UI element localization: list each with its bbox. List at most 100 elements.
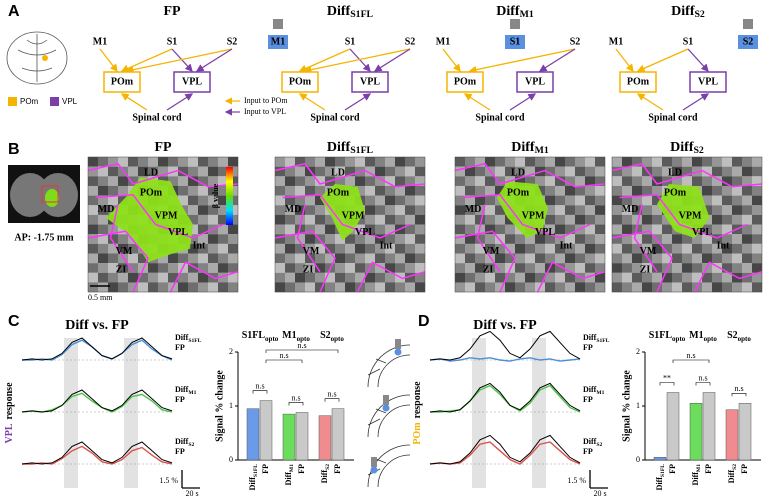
map-voxel	[612, 195, 622, 206]
input-arrow	[298, 93, 326, 111]
atlas-boundary	[274, 230, 336, 293]
y-axis-label: POm response	[412, 381, 423, 445]
map-voxel	[485, 282, 495, 293]
map-voxel	[652, 157, 662, 167]
map-voxel	[535, 272, 545, 283]
legend-label: Input to VPL	[244, 107, 286, 116]
map-voxel	[208, 253, 218, 264]
map-voxel	[108, 205, 118, 215]
map-voxel	[355, 253, 365, 264]
map-voxel	[575, 243, 585, 254]
map-voxel	[148, 282, 158, 293]
map-voxel	[515, 176, 525, 186]
map-voxel	[555, 224, 565, 235]
map-voxel	[515, 234, 525, 244]
map-voxel	[405, 272, 415, 283]
map-voxel	[732, 176, 742, 186]
map-voxel	[365, 195, 375, 206]
x-tick-label: DiffS1FL	[655, 464, 666, 491]
map-voxel	[505, 243, 515, 254]
x-tick-label: FP	[333, 464, 342, 474]
region-label: ZI	[640, 265, 651, 276]
map-voxel	[208, 157, 218, 167]
map-voxel	[275, 157, 285, 167]
scale-label: 0.5 mm	[88, 293, 113, 302]
map-voxel	[188, 263, 198, 273]
fp-trace	[429, 434, 581, 465]
region-label: MD	[285, 204, 302, 215]
map-voxel	[612, 263, 622, 273]
input-arrow	[468, 48, 576, 74]
map-voxel	[752, 234, 762, 244]
map-voxel	[652, 263, 662, 273]
map-voxel	[305, 243, 315, 254]
map-voxel	[632, 195, 642, 206]
map-voxel	[565, 282, 575, 293]
region-label: VM	[303, 246, 320, 257]
map-voxel	[285, 157, 295, 167]
trace-legend-main: Diff	[175, 437, 189, 446]
fp-trace	[21, 389, 173, 413]
cortex-outline	[367, 444, 411, 488]
map-voxel	[198, 195, 208, 206]
map-voxel	[555, 253, 565, 264]
map-voxel	[285, 224, 295, 235]
node-label: Spinal cord	[475, 112, 525, 123]
atlas-boundary	[633, 204, 658, 273]
input-arrow	[463, 93, 491, 111]
map-voxel	[732, 253, 742, 264]
map-voxel	[612, 157, 622, 167]
map-voxel	[585, 185, 595, 196]
map-voxel	[415, 185, 425, 196]
x-tick-label-sub: S2	[325, 464, 331, 470]
atlas-boundary	[87, 230, 149, 293]
region-label: VPL	[168, 227, 188, 238]
region-label: LD	[144, 167, 158, 178]
map-voxel	[505, 224, 515, 235]
node-label: M1	[609, 36, 623, 47]
map-voxel	[545, 185, 555, 196]
map-voxel	[198, 272, 208, 283]
map-voxel	[682, 272, 692, 283]
diagram-title: FP	[163, 4, 181, 19]
map-voxel	[632, 176, 642, 186]
map-voxel	[385, 185, 395, 196]
map-voxel	[355, 243, 365, 254]
map-voxel	[575, 166, 585, 177]
input-arrow	[509, 93, 537, 111]
map-voxel	[415, 166, 425, 177]
map-voxel	[595, 253, 605, 264]
map-voxel	[692, 234, 702, 244]
map-voxel	[505, 282, 515, 293]
map-voxel	[575, 214, 585, 225]
map-voxel	[118, 243, 128, 254]
y-axis-label: Signal % change	[621, 370, 632, 442]
map-voxel	[285, 282, 295, 293]
map-voxel	[148, 166, 158, 177]
group-title-main: S1FL	[649, 330, 673, 341]
x-tick-label: DiffM1	[284, 464, 295, 486]
diff-trace	[429, 357, 581, 362]
map-voxel	[555, 176, 565, 186]
map-voxel	[198, 185, 208, 196]
colorbar	[226, 167, 233, 225]
map-voxel	[475, 234, 485, 244]
map-voxel	[118, 176, 128, 186]
node-label: M1	[271, 36, 285, 47]
map-voxel	[228, 224, 238, 235]
map-voxel	[295, 253, 305, 264]
trace-legend-main: Diff	[583, 333, 597, 342]
map-voxel	[712, 272, 722, 283]
map-voxel	[672, 166, 682, 177]
map-voxel	[475, 272, 485, 283]
map-voxel	[475, 243, 485, 254]
map-voxel	[395, 205, 405, 215]
map-voxel	[545, 157, 555, 167]
map-voxel	[315, 157, 325, 167]
y-tick-label: 2	[636, 347, 640, 356]
map-voxel	[702, 253, 712, 264]
map-voxel	[585, 205, 595, 215]
map-voxel	[702, 234, 712, 244]
map-voxel	[652, 214, 662, 225]
map-voxel	[622, 224, 632, 235]
